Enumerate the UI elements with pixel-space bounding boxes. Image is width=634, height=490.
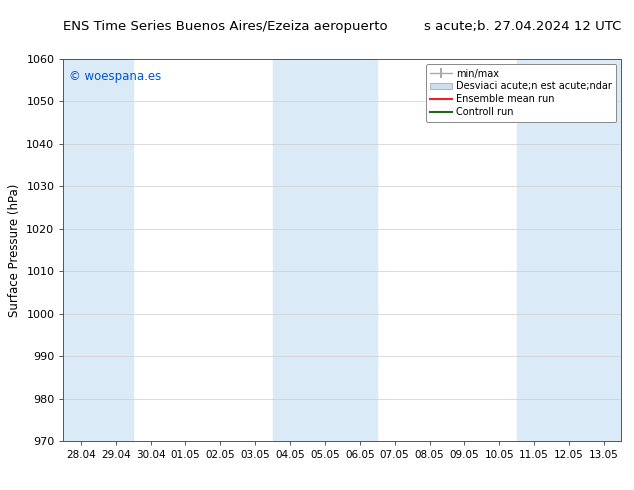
Bar: [517, 59, 621, 441]
Legend: min/max, Desviaci acute;n est acute;ndar, Ensemble mean run, Controll run: min/max, Desviaci acute;n est acute;ndar…: [425, 64, 616, 122]
Y-axis label: Surface Pressure (hPa): Surface Pressure (hPa): [8, 183, 21, 317]
Text: ENS Time Series Buenos Aires/Ezeiza aeropuerto: ENS Time Series Buenos Aires/Ezeiza aero…: [63, 20, 388, 33]
Bar: [63, 59, 133, 441]
Text: s acute;b. 27.04.2024 12 UTC: s acute;b. 27.04.2024 12 UTC: [424, 20, 621, 33]
Text: © woespana.es: © woespana.es: [69, 70, 161, 83]
Bar: [273, 59, 377, 441]
